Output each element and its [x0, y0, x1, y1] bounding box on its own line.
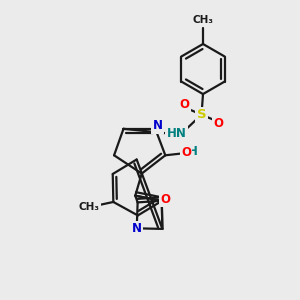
Text: N: N: [132, 222, 142, 236]
Text: O: O: [160, 193, 170, 206]
Text: O: O: [179, 98, 190, 111]
Text: CH₃: CH₃: [78, 202, 99, 212]
Text: H: H: [188, 145, 198, 158]
Text: HN: HN: [167, 127, 187, 140]
Text: O: O: [181, 146, 191, 159]
Text: N: N: [153, 119, 163, 132]
Text: CH₃: CH₃: [193, 15, 214, 25]
Text: S: S: [197, 108, 206, 121]
Text: O: O: [213, 117, 223, 130]
